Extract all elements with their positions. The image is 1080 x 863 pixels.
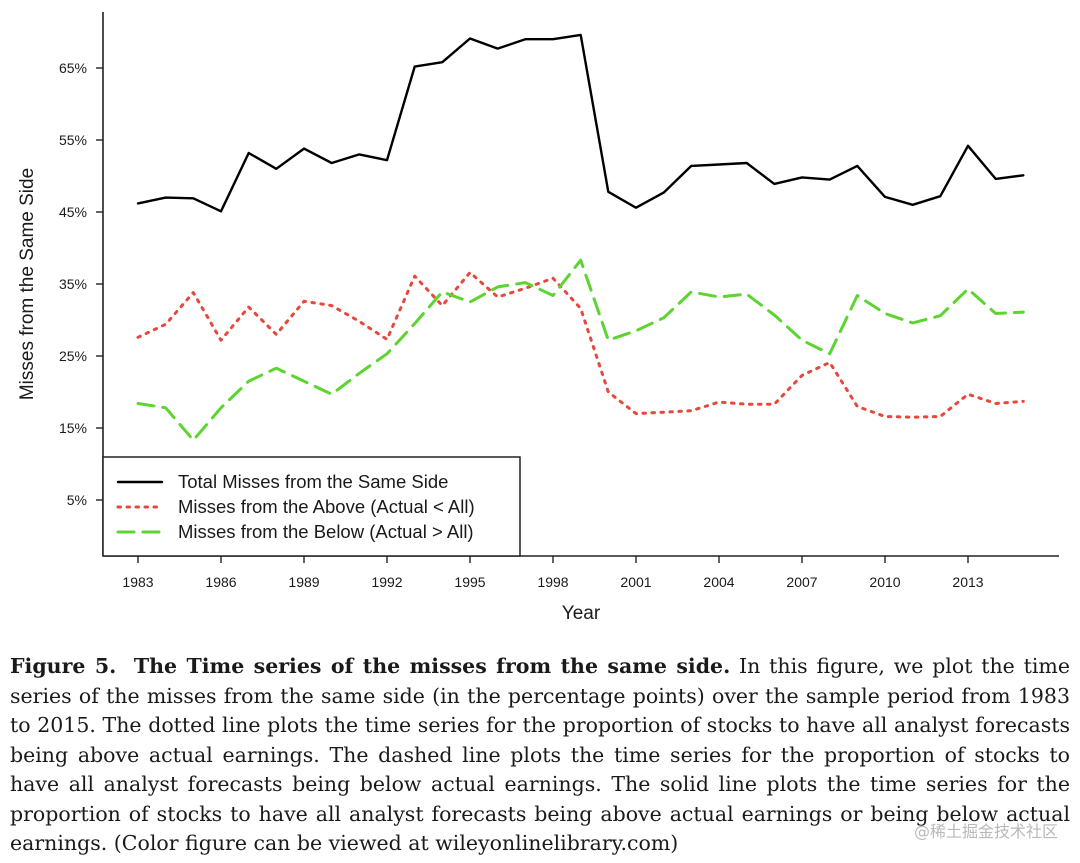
x-tick-label: 1986 [205,574,236,590]
x-tick-label: 2013 [952,574,983,590]
figure-title: The Time series of the misses from the s… [133,654,731,678]
x-tick-label: 2004 [703,574,734,590]
y-tick-label: 15% [59,420,87,436]
series-line [136,33,1025,213]
x-tick-label: 2001 [620,574,651,590]
line-chart: 5% 15% 25% 35% 45% 55% 65% 1983 1986 1989 1992 1995… [17,12,1059,624]
x-axis-label: Year [562,603,601,624]
x-tick-label: 1992 [371,574,402,590]
legend-label: Misses from the Above (Actual < All) [178,496,475,517]
legend-box [102,456,521,557]
series-line [136,258,1025,442]
legend-label: Misses from the Below (Actual > All) [178,521,474,542]
x-tick-label: 1989 [288,574,319,590]
chart-series [136,33,1025,442]
figure-label: Figure 5. [10,654,117,678]
figure-caption: Figure 5. The Time series of the misses … [10,652,1070,859]
y-tick-label: 55% [59,132,87,148]
y-tick-label: 45% [59,204,87,220]
y-tick-label: 35% [59,276,87,292]
x-tick-label: 2007 [786,574,817,590]
y-tick-label: 25% [59,348,87,364]
legend-label: Total Misses from the Same Side [178,471,448,492]
chart-axes: 5% 15% 25% 35% 45% 55% 65% 1983 1986 1989 1992 1995… [17,12,1059,624]
figure-caption-text: In this figure, we plot the time series … [10,654,1070,855]
y-tick-label: 5% [67,492,87,508]
x-tick-label: 1995 [454,574,485,590]
y-axis-label: Misses from the Same Side [17,168,38,400]
series-line [136,271,1025,419]
y-tick-label: 65% [59,60,87,76]
x-tick-label: 2010 [869,574,900,590]
chart-legend: Total Misses from the Same Side Misses fr… [102,456,521,557]
x-tick-label: 1983 [122,574,153,590]
x-tick-label: 1998 [537,574,568,590]
watermark-text: @稀土掘金技术社区 [913,822,1058,841]
